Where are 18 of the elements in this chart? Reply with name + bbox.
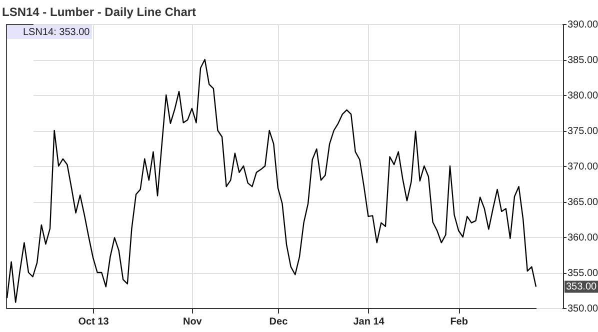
y-tick-label: 365.00 [568, 197, 598, 208]
y-tick-label: 370.00 [568, 162, 598, 172]
x-tick-label: Oct 13 [78, 316, 110, 328]
y-tick-label: 390.00 [568, 20, 598, 30]
y-tick-label: 380.00 [568, 90, 598, 102]
chart-title: LSN14 - Lumber - Daily Line Chart [2, 5, 196, 19]
x-tick-label: Feb [450, 316, 468, 328]
y-tick-label: 385.00 [568, 55, 598, 66]
y-tick-label: 350.00 [568, 304, 598, 314]
y-tick-label: 355.00 [568, 268, 598, 279]
x-tick-label: Dec [269, 316, 288, 328]
x-tick-label: Nov [182, 316, 202, 328]
line-series [6, 58, 537, 303]
x-tick-label: Jan 14 [353, 316, 385, 328]
y-tick-label: 375.00 [568, 126, 598, 137]
y-tick-label: 360.00 [568, 232, 598, 244]
text: LSN14: 353.00 [23, 27, 90, 38]
text: 353.00 [566, 282, 598, 293]
